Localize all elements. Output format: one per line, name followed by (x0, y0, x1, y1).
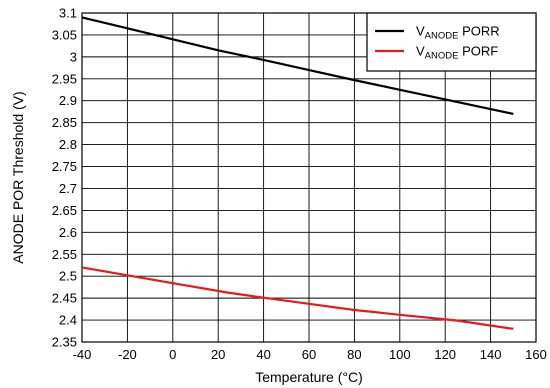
plot-frame (81, 12, 537, 343)
x-tick-label: 100 (389, 347, 411, 362)
legend: VANODE PORR VANODE PORF (366, 12, 537, 72)
y-tick-label: 2.7 (59, 181, 77, 196)
x-tick-label: 60 (302, 347, 316, 362)
x-tick-label: 160 (525, 347, 547, 362)
x-axis-label: Temperature (°C) (255, 369, 363, 385)
y-tick-labels: 2.35 2.4 2.45 2.5 2.55 2.6 2.65 2.7 2.75 2.8 2.85 2… (52, 6, 77, 350)
y-tick-label: 2.45 (52, 291, 77, 306)
y-tick-label: 2.9 (59, 93, 77, 108)
legend-label: VANODE PORR (416, 24, 500, 42)
y-tick-label: 2.95 (52, 71, 77, 86)
y-tick-label: 2.85 (52, 115, 77, 130)
x-tick-label: 120 (434, 347, 456, 362)
y-tick-label: 2.6 (59, 225, 77, 240)
y-tick-label: 2.35 (52, 335, 77, 350)
y-tick-label: 3.05 (52, 27, 77, 42)
y-tick-label: 2.8 (59, 137, 77, 152)
x-tick-label: -40 (73, 347, 92, 362)
x-tick-labels: -40 -20 0 20 40 60 80 100 120 140 160 (73, 347, 547, 362)
legend-box (366, 12, 537, 72)
series-line-1 (81, 16, 514, 115)
series-line-2 (81, 266, 514, 330)
y-tick-label: 2.5 (59, 269, 77, 284)
y-tick-label: 2.75 (52, 159, 77, 174)
x-tick-label: 40 (256, 347, 270, 362)
y-tick-label: 3.1 (59, 6, 77, 21)
x-tick-label: 20 (211, 347, 225, 362)
x-tick-label: 140 (480, 347, 502, 362)
x-tick-label: -20 (118, 347, 137, 362)
legend-label: VANODE PORF (416, 44, 498, 62)
x-tick-label: 0 (169, 347, 176, 362)
y-tick-label: 2.4 (59, 313, 77, 328)
y-tick-label: 2.55 (52, 247, 77, 262)
y-tick-label: 3 (70, 49, 77, 64)
y-axis-label: ANODE POR Threshold (V) (10, 91, 26, 263)
series-layer (81, 16, 514, 330)
x-tick-label: 80 (347, 347, 361, 362)
y-tick-label: 2.65 (52, 203, 77, 218)
